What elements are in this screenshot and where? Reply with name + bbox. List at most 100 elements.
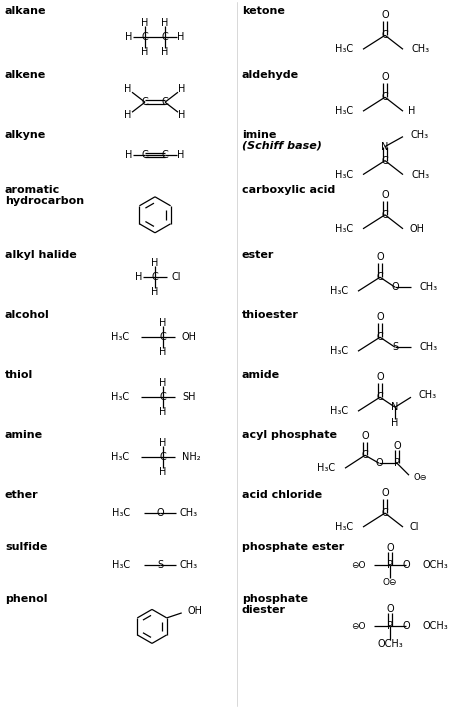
Text: H: H [151,258,159,268]
Text: thiol: thiol [5,370,33,380]
Text: S: S [157,560,163,570]
Text: O: O [402,622,410,632]
Text: O⊖: O⊖ [414,473,428,481]
Text: hydrocarbon: hydrocarbon [5,196,84,206]
Text: H₃C: H₃C [330,406,348,416]
Text: CH₃: CH₃ [180,508,198,518]
Text: H: H [159,467,167,477]
Text: CH₃: CH₃ [419,390,437,400]
Text: P: P [394,458,400,468]
Text: H: H [159,378,167,388]
Text: O: O [376,372,384,382]
Text: OH: OH [188,606,203,616]
Text: aldehyde: aldehyde [242,70,299,80]
Text: C: C [160,392,166,402]
Text: O: O [376,252,384,262]
Text: alcohol: alcohol [5,310,50,320]
Text: H₃C: H₃C [335,45,353,55]
Text: H: H [135,272,143,282]
Text: O: O [376,312,384,322]
Text: S: S [392,342,398,352]
Text: O: O [381,488,389,498]
Text: O: O [381,72,389,82]
Text: C: C [162,97,168,107]
Text: phosphate: phosphate [242,594,308,604]
Text: SH: SH [182,392,195,402]
Text: amide: amide [242,370,280,380]
Text: C: C [160,452,166,462]
Text: (Schiff base): (Schiff base) [242,141,322,151]
Text: CH₃: CH₃ [411,130,429,139]
Text: amine: amine [5,430,43,440]
Text: C: C [382,210,388,219]
Text: ester: ester [242,250,274,260]
Text: N: N [381,142,389,152]
Text: acyl phosphate: acyl phosphate [242,430,337,440]
Text: C: C [142,97,148,107]
Text: C: C [162,149,168,159]
Text: C: C [160,332,166,342]
Text: ⊖O: ⊖O [352,622,366,631]
Text: alkyl halide: alkyl halide [5,250,77,260]
Text: O: O [375,458,383,468]
Text: CH₃: CH₃ [412,45,430,55]
Text: H₃C: H₃C [330,346,348,356]
Text: O: O [386,543,394,553]
Text: P: P [387,560,393,570]
Text: H: H [159,318,167,329]
Text: O: O [381,190,389,200]
Text: H: H [159,438,167,448]
Text: H₃C: H₃C [330,286,348,296]
Text: CH₃: CH₃ [420,342,438,352]
Text: CH₃: CH₃ [180,560,198,570]
Text: H₃C: H₃C [335,170,353,180]
Text: H₃C: H₃C [335,224,353,234]
Text: O: O [386,605,394,615]
Text: OCH₃: OCH₃ [423,622,449,632]
Text: OCH₃: OCH₃ [377,639,403,649]
Text: H: H [159,407,167,417]
Text: phenol: phenol [5,594,47,604]
Text: ⊖O: ⊖O [352,561,366,569]
Text: sulfide: sulfide [5,542,47,552]
Text: alkene: alkene [5,70,46,80]
Text: O: O [156,508,164,518]
Text: H₃C: H₃C [335,522,353,532]
Text: C: C [377,332,383,342]
Text: C: C [382,508,388,518]
Text: CH₃: CH₃ [420,282,438,292]
Text: thioester: thioester [242,310,299,320]
Text: C: C [162,33,168,42]
Text: H: H [178,84,186,94]
Text: C: C [362,450,368,460]
Text: C: C [377,272,383,282]
Text: H: H [392,418,399,428]
Text: H₃C: H₃C [111,392,129,402]
Text: H: H [161,47,169,57]
Text: H: H [177,33,185,42]
Text: C: C [382,156,388,166]
Text: N: N [392,402,399,412]
Text: O: O [361,431,369,441]
Text: H: H [124,110,132,120]
Text: P: P [387,622,393,632]
Text: O: O [381,11,389,21]
Text: O: O [402,560,410,570]
Text: H: H [141,47,149,57]
Text: ether: ether [5,490,38,500]
Text: H₃C: H₃C [111,452,129,462]
Text: C: C [382,92,388,102]
Text: H: H [125,149,133,159]
Text: Cl: Cl [410,522,419,532]
Text: H: H [125,33,133,42]
Text: Cl: Cl [172,272,182,282]
Text: acid chloride: acid chloride [242,490,322,500]
Text: alkyne: alkyne [5,130,46,140]
Text: H: H [177,149,185,159]
Text: imine: imine [242,130,276,140]
Text: carboxylic acid: carboxylic acid [242,185,335,195]
Text: H: H [141,18,149,28]
Text: C: C [142,33,148,42]
Text: H₃C: H₃C [111,332,129,342]
Text: H₃C: H₃C [112,508,130,518]
